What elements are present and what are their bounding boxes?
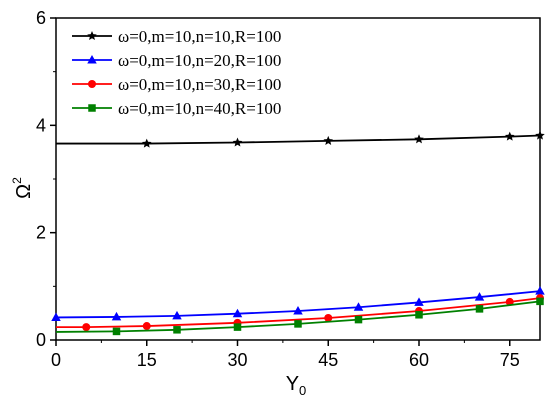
data-point-marker <box>172 310 182 320</box>
y-axis-title-sup: 2 <box>10 177 24 184</box>
data-point-marker <box>232 137 243 147</box>
legend-marker <box>88 80 96 88</box>
plot-area <box>55 17 541 341</box>
data-point-marker <box>414 134 424 144</box>
data-point-marker <box>324 313 333 322</box>
y-tick-label: 4 <box>36 115 46 135</box>
data-point-marker <box>475 305 484 313</box>
series-1 <box>56 130 545 148</box>
legend-entry-4: ω=0,m=10,n=40,R=100 <box>72 99 281 118</box>
x-tick-label: 75 <box>500 350 520 370</box>
series-line <box>56 297 541 329</box>
legend-entry-2: ω=0,m=10,n=20,R=100 <box>72 51 281 70</box>
legend-label: ω=0,m=10,n=40,R=100 <box>118 99 281 118</box>
x-axis-title-sub: 0 <box>299 383 306 398</box>
data-point-marker <box>141 138 152 148</box>
x-tick-label: 60 <box>409 350 429 370</box>
x-axis-title-main: Y <box>286 373 299 395</box>
data-point-marker <box>353 302 364 311</box>
series-layer <box>51 130 545 336</box>
legend-entry-3: ω=0,m=10,n=30,R=100 <box>72 75 281 94</box>
data-point-marker <box>323 135 334 145</box>
y-axis-title: Ω2 <box>10 177 35 199</box>
data-point-marker <box>505 297 514 306</box>
x-tick-label: 30 <box>227 350 247 370</box>
data-point-marker <box>142 322 151 331</box>
data-point-marker <box>504 131 515 141</box>
data-point-marker <box>354 315 363 324</box>
data-point-marker <box>535 286 545 295</box>
legend-marker <box>87 55 97 64</box>
x-tick-label: 45 <box>318 350 338 370</box>
data-point-marker <box>51 312 61 321</box>
data-point-marker <box>232 308 243 318</box>
series-4 <box>55 297 544 336</box>
axes-layer: 0 15 30 45 60 75 0 2 4 6 <box>36 8 520 370</box>
y-tick-label: 2 <box>36 223 46 243</box>
legend-label: ω=0,m=10,n=10,R=100 <box>118 27 281 46</box>
data-point-marker <box>82 323 91 332</box>
x-axis-title: Y0 <box>286 373 307 398</box>
legend-marker <box>88 104 96 112</box>
series-2 <box>51 286 545 321</box>
legend-label: ω=0,m=10,n=30,R=100 <box>118 75 281 94</box>
y-tick-label: 6 <box>36 8 46 28</box>
legend-entry-1: ω=0,m=10,n=10,R=100 <box>72 27 281 46</box>
y-axis-title-main: Ω <box>13 184 35 199</box>
x-tick-label: 0 <box>51 350 61 370</box>
data-point-marker <box>294 320 302 328</box>
data-point-marker <box>173 326 181 334</box>
data-point-marker <box>414 297 424 306</box>
x-tick-label: 15 <box>137 350 157 370</box>
data-point-marker <box>111 311 122 321</box>
data-point-marker <box>415 311 423 319</box>
data-point-marker <box>474 292 485 301</box>
plot-frame <box>55 17 541 341</box>
data-point-marker <box>112 327 121 336</box>
legend-marker <box>87 31 97 41</box>
y-tick-label: 0 <box>36 330 46 350</box>
legend: ω=0,m=10,n=10,R=100 ω=0,m=10,n=20,R=100 ω=… <box>72 27 281 118</box>
data-point-marker <box>536 297 544 306</box>
legend-label: ω=0,m=10,n=20,R=100 <box>118 51 281 70</box>
data-point-marker <box>233 323 242 331</box>
data-point-marker <box>293 306 303 315</box>
data-point-marker <box>535 130 545 140</box>
